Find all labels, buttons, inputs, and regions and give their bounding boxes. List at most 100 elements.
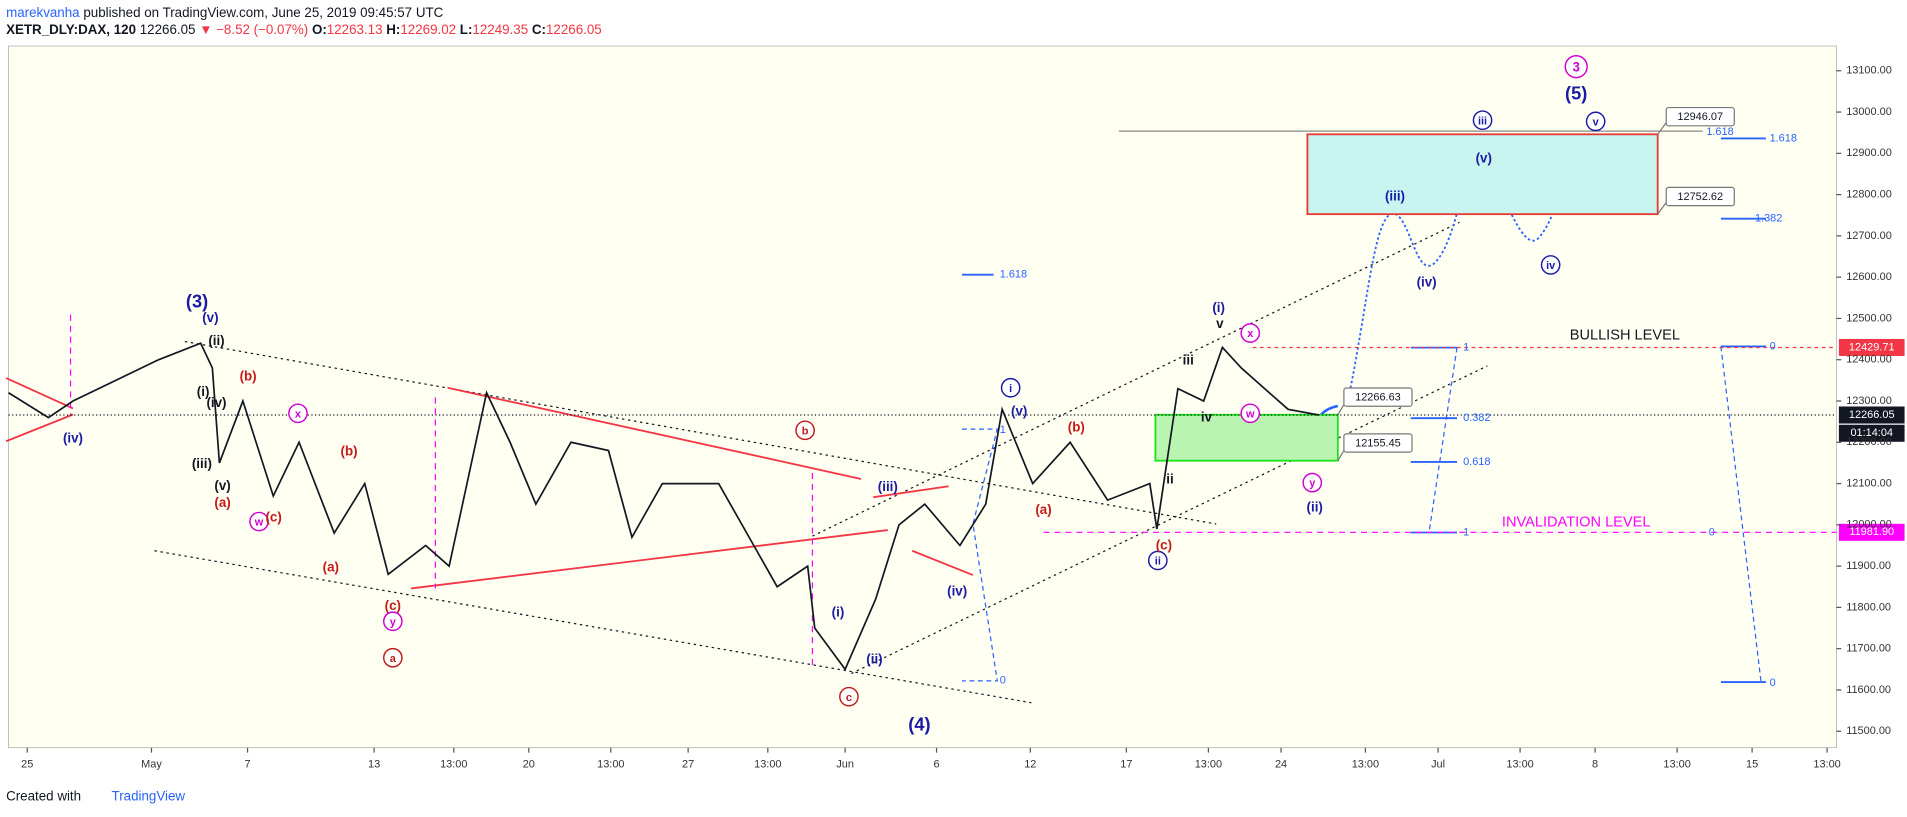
callout-label: 12946.07	[1677, 111, 1723, 123]
fib-label: 1	[1463, 342, 1469, 354]
y-tick-label: 12000.00	[1846, 519, 1892, 531]
y-tick-label: 12600.00	[1846, 271, 1892, 283]
wave-label: iii	[1478, 115, 1487, 127]
x-tick-label: 13:00	[1663, 759, 1690, 771]
wave-label: (ii)	[866, 652, 882, 667]
wave-label: (iv)	[206, 395, 226, 410]
wave-label: iv	[1201, 410, 1213, 425]
fib-label: 1.618	[1000, 269, 1027, 281]
zones: 12266.63 12155.45 12946.07 12752.62	[1154, 106, 1735, 462]
wave-label: (b)	[341, 444, 358, 459]
wave-label: (c)	[265, 509, 281, 524]
level-text: INVALIDATION LEVEL	[1502, 515, 1651, 531]
wave-label: (i)	[832, 604, 845, 619]
wave-circle	[1472, 110, 1493, 131]
fib-label: 1.618	[1706, 126, 1733, 138]
countdown: 01:14:04	[1850, 427, 1893, 439]
wave-label: ii	[1166, 472, 1173, 487]
wave-label: a	[390, 653, 397, 665]
y-tick-label: 12700.00	[1846, 230, 1892, 242]
x-tick-label: 13	[368, 759, 380, 771]
wave-label: x	[1247, 328, 1253, 340]
wave-circle	[382, 647, 403, 668]
fib-guide	[1720, 346, 1762, 683]
y-tick-label: 11500.00	[1846, 725, 1891, 737]
y-tick-label: 13000.00	[1846, 106, 1892, 118]
x-tick-label: 7	[245, 759, 251, 771]
callout-box	[1343, 387, 1413, 407]
x-tick-label: 13:00	[440, 759, 467, 771]
wave-label: (a)	[214, 495, 230, 510]
x-tick-label: 13:00	[1813, 759, 1840, 771]
wave-circle	[1000, 377, 1021, 398]
price-line	[8, 342, 1319, 672]
x-tick-label: 12	[1024, 759, 1036, 771]
callout-label: 12266.63	[1355, 392, 1401, 404]
x-tick-label: 27	[682, 759, 694, 771]
footer-text: Created with	[6, 788, 81, 803]
y-tick-label: 12300.00	[1846, 395, 1892, 407]
wave-label: (iii)	[1385, 188, 1405, 203]
symbol: XETR_DLY:DAX, 120	[6, 22, 136, 37]
marks	[8, 342, 1319, 672]
x-tick-label: May	[141, 759, 162, 771]
x-tick-label: 13:00	[1195, 759, 1222, 771]
wave-label: v	[1593, 117, 1600, 129]
wave-circle	[1240, 403, 1261, 424]
callout-label: 12752.62	[1677, 191, 1723, 203]
y-tick-label: 11800.00	[1846, 601, 1891, 613]
wave-label: (b)	[1068, 419, 1085, 434]
wave-label: (v)	[214, 478, 230, 493]
wave-circle	[249, 511, 269, 532]
wave-label: i	[1009, 383, 1012, 395]
x-tick-label: 13:00	[754, 759, 781, 771]
wave-label: (iv)	[947, 584, 967, 599]
y-tick-label: 11900.00	[1846, 560, 1891, 572]
wave-label: (v)	[1476, 151, 1492, 166]
wave-label: (b)	[240, 368, 257, 383]
price-label-box	[1838, 338, 1905, 356]
x-tick-label: 13:00	[1506, 759, 1533, 771]
red-line	[447, 386, 862, 480]
wave-label: (i)	[197, 384, 210, 399]
wave-label: 3	[1572, 59, 1579, 74]
wave-circle	[1147, 550, 1168, 571]
published: published on TradingView.com, June 25, 2…	[83, 5, 443, 20]
h-label: H:	[386, 22, 400, 37]
target-zone	[1306, 133, 1659, 216]
y-tick-label: 11600.00	[1846, 684, 1891, 696]
low: 12249.35	[472, 22, 528, 37]
wave-circle	[795, 420, 815, 441]
x-tick-label: Jul	[1431, 759, 1445, 771]
wave-circle	[1585, 111, 1606, 132]
x-tick-label: 24	[1275, 759, 1287, 771]
callout-box	[1665, 106, 1735, 127]
wave-label: iii	[1183, 353, 1194, 368]
wave-label: w	[1245, 408, 1255, 420]
header-line-2: XETR_DLY:DAX, 120 12266.05 ▼ −8.52 (−0.0…	[6, 22, 602, 37]
red-line	[873, 485, 949, 499]
wave-circle	[382, 611, 403, 632]
wave-label: v	[1216, 316, 1224, 331]
fib-label: 0	[1709, 526, 1715, 538]
wave-label: x	[295, 408, 301, 420]
forecast-path	[1346, 157, 1564, 403]
wave-label: (iii)	[878, 479, 898, 494]
wave-label: (iv)	[1417, 275, 1437, 290]
wave-label: (a)	[1035, 502, 1051, 517]
last: 12266.05	[140, 22, 196, 37]
o-label: O:	[312, 22, 327, 37]
wave-circle	[1240, 323, 1261, 343]
callout-box	[1665, 186, 1735, 207]
channel-line	[851, 365, 1488, 675]
countdown-box	[1838, 424, 1905, 442]
l-label: L:	[460, 22, 473, 37]
price-label: 11981.90	[1849, 526, 1894, 538]
fib-label: 1	[1463, 526, 1469, 538]
fib-label: 0.618	[1463, 456, 1490, 468]
x-tick-label: 15	[1746, 759, 1758, 771]
wave-label: ii	[1155, 556, 1161, 568]
fib-label: 0	[1770, 677, 1776, 689]
levels: 12429.71 12266.05 01:14:04 11981.90 BULLISH …	[8, 327, 1905, 541]
y-tick-label: 12100.00	[1846, 477, 1892, 489]
